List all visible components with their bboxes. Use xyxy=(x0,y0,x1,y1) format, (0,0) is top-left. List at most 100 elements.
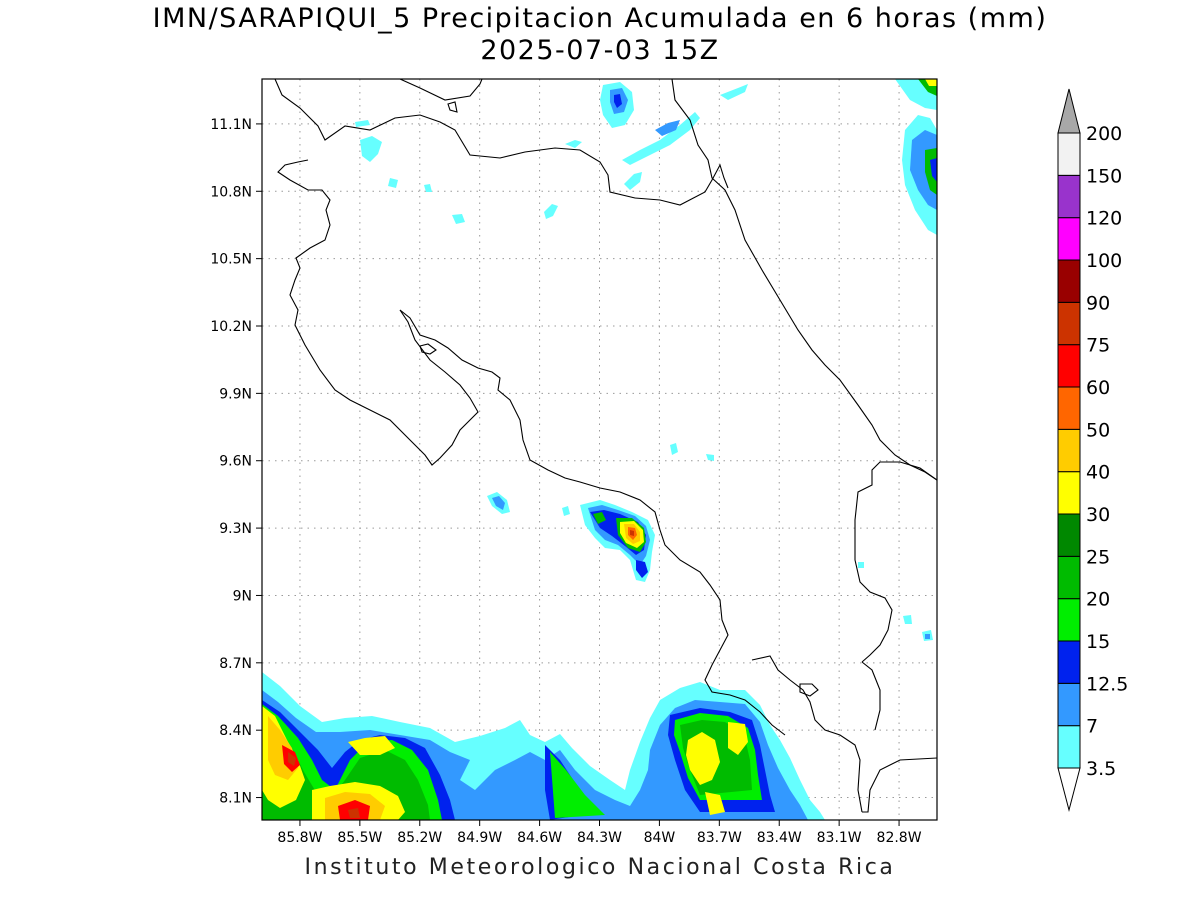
precip-patch-nw-7 xyxy=(424,184,432,192)
colorbar-swatch xyxy=(1057,217,1081,261)
map-grid xyxy=(262,79,937,820)
colorbar-under-triangle xyxy=(1057,767,1081,812)
precip-cluster-central-darkred xyxy=(630,530,634,536)
latitude-axis: 11.1N 10.8N 10.5N 10.2N 9.9N 9.6N 9.3N 9N 8.7N 8.… xyxy=(210,117,262,807)
lat-tick-label: 9.6N xyxy=(219,454,252,470)
lon-tick-label: 83.7W xyxy=(697,830,742,846)
lat-tick-label: 9.9N xyxy=(219,386,252,402)
colorbar-swatch xyxy=(1057,428,1081,473)
lon-tick-label: 84.6W xyxy=(517,830,562,846)
lon-tick-label: 84W xyxy=(644,830,676,846)
precip-patch-nw-1 xyxy=(360,136,382,162)
panama-coast xyxy=(862,757,937,813)
lon-tick-label: 85.8W xyxy=(277,830,322,846)
precip-patch-north-1-darkblue xyxy=(614,94,622,108)
colorbar-label: 30 xyxy=(1086,504,1110,526)
lat-tick-label: 9N xyxy=(233,588,252,604)
precip-patch-ne-corner-yellow xyxy=(925,79,937,86)
colorbar-label: 200 xyxy=(1086,123,1122,145)
lat-tick-label: 9.3N xyxy=(219,521,252,537)
colorbar-swatch xyxy=(1057,471,1081,515)
precip-patch-east-1 xyxy=(903,615,912,624)
pacific-coast-north xyxy=(277,159,479,466)
colorbar-over-triangle xyxy=(1057,88,1081,134)
panama-border xyxy=(751,655,863,813)
chart-title: IMN/SARAPIQUI_5 Precipitacion Acumulada … xyxy=(152,3,1048,34)
colorbar-swatch xyxy=(1057,640,1081,684)
lon-tick-label: 84.9W xyxy=(457,830,502,846)
colorbar-label: 20 xyxy=(1086,589,1110,611)
colorbar-label: 75 xyxy=(1086,335,1110,357)
colorbar-label: 120 xyxy=(1086,208,1122,230)
precip-patch-mid-4 xyxy=(562,506,570,516)
precip-region-sw-yellow xyxy=(262,706,748,820)
colorbar-label: 7 xyxy=(1086,716,1098,738)
longitude-axis: 85.8W 85.5W 85.2W 84.9W 84.6W 84.3W 84W 83.7W 83… xyxy=(277,820,922,846)
precip-patch-north-3 xyxy=(655,120,680,136)
precip-patch-east-2b xyxy=(925,634,930,639)
lat-tick-label: 8.7N xyxy=(219,656,252,672)
precip-patch-ne-edge-darkblue xyxy=(930,158,937,182)
colorbar-label: 150 xyxy=(1086,165,1122,187)
colorbar-swatch xyxy=(1057,682,1081,727)
precip-patch-nw-5 xyxy=(565,140,582,148)
gulf-of-nicoya-shore xyxy=(399,309,786,736)
lat-tick-label: 10.2N xyxy=(210,319,252,335)
precip-patch-mid-1 xyxy=(670,443,678,455)
colorbar-legend: 3.5 7 12.5 15 20 25 30 40 50 60 75 90 100 120 150 200 xyxy=(1057,88,1128,812)
colorbar-swatch xyxy=(1057,259,1081,303)
lake-shore xyxy=(399,79,483,101)
colorbar-label: 3.5 xyxy=(1086,758,1116,780)
colorbar-swatch xyxy=(1057,344,1081,388)
north-coast-line xyxy=(274,79,729,206)
precip-region-sw-darkred xyxy=(288,752,360,818)
colorbar-label: 25 xyxy=(1086,546,1110,568)
precip-patch-mid-2 xyxy=(706,454,714,461)
colorbar-label: 40 xyxy=(1086,462,1110,484)
precip-patch-north-4 xyxy=(720,84,748,100)
coastline-and-borders xyxy=(274,79,937,813)
lon-tick-label: 84.3W xyxy=(577,830,622,846)
precip-patch-nw-2 xyxy=(388,178,398,188)
caribbean-coast xyxy=(671,79,937,481)
colorbar-label: 90 xyxy=(1086,292,1110,314)
lat-tick-label: 10.5N xyxy=(210,252,252,268)
colorbar-swatch xyxy=(1057,725,1081,769)
precipitation-field xyxy=(262,79,937,820)
colorbar-swatch xyxy=(1057,174,1081,219)
chart-subtitle-date: 2025-07-03 15Z xyxy=(480,35,720,66)
lon-tick-label: 82.8W xyxy=(877,830,922,846)
precip-patch-nw-3 xyxy=(452,214,465,224)
precip-patch-north-5 xyxy=(624,172,642,190)
lon-tick-label: 85.5W xyxy=(337,830,382,846)
colorbar-swatch xyxy=(1057,301,1081,346)
panama-caribbean xyxy=(854,461,937,663)
footer-credit: Instituto Meteorologico Nacional Costa R… xyxy=(304,855,896,880)
colorbar-swatch xyxy=(1057,555,1081,600)
precip-patch-nw-4 xyxy=(544,204,558,219)
lon-tick-label: 83.4W xyxy=(757,830,802,846)
lon-tick-label: 85.2W xyxy=(397,830,442,846)
colorbar-swatch xyxy=(1057,132,1081,176)
lon-tick-label: 83.1W xyxy=(817,830,862,846)
precip-patch-9-4n-blue xyxy=(492,496,505,510)
precip-patch-mid-3 xyxy=(858,562,864,568)
colorbar-label: 12.5 xyxy=(1086,673,1128,695)
chira-island xyxy=(419,343,437,355)
colorbar-swatch xyxy=(1057,513,1081,557)
lat-tick-label: 8.4N xyxy=(219,723,252,739)
colorbar-swatch xyxy=(1057,386,1081,430)
colorbar-swatch xyxy=(1057,598,1081,642)
colorbar-label: 50 xyxy=(1086,419,1110,441)
precip-region-sw-red xyxy=(282,745,370,820)
lat-tick-label: 10.8N xyxy=(210,184,252,200)
precip-patch-nw-6 xyxy=(355,120,370,127)
precip-region-sw-orange xyxy=(268,716,385,820)
lat-tick-label: 11.1N xyxy=(210,117,252,133)
panama-inner xyxy=(861,661,881,731)
colorbar-label: 60 xyxy=(1086,377,1110,399)
island-shape xyxy=(447,101,458,113)
precip-patch-north-2 xyxy=(622,112,700,165)
burica-peninsula xyxy=(799,683,819,697)
